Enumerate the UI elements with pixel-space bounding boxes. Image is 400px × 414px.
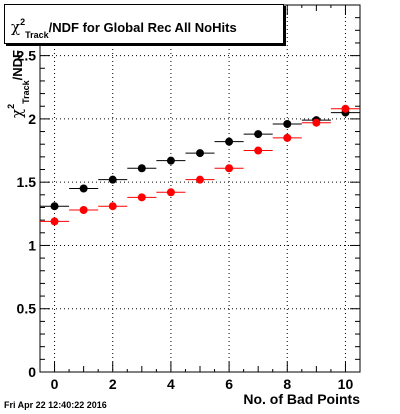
y-tick-label: 1.5	[17, 174, 37, 190]
data-point	[108, 175, 117, 184]
title-sup: 2	[20, 16, 26, 27]
y-tick-label: 2	[28, 111, 36, 127]
data-point	[254, 146, 263, 155]
y-tick-label: 0	[28, 364, 36, 380]
data-point	[341, 104, 350, 113]
data-point	[196, 175, 204, 184]
data-point	[137, 164, 146, 173]
y-tick-label: 0.5	[17, 301, 37, 317]
title-box: χ2 Track/NDF for Global Rec All NoHits	[4, 4, 284, 44]
series-0	[40, 108, 360, 211]
y-tick-label: 1	[28, 237, 36, 253]
x-axis: 0 2 4 6 8 10	[51, 5, 354, 392]
chart-title: χ2 Track/NDF for Global Rec All NoHits	[11, 16, 237, 40]
data-point	[254, 130, 263, 139]
ylabel-sup: 2	[5, 103, 16, 109]
data-point	[50, 202, 59, 211]
title-rest: /NDF for Global Rec All NoHits	[48, 20, 237, 35]
data-point	[137, 193, 146, 202]
title-chi: χ	[11, 18, 21, 36]
x-tick-label: 0	[51, 376, 59, 392]
y-axis: 0 0.5 1 1.5 2 2.5	[17, 17, 360, 380]
data-point	[166, 156, 175, 165]
title-sub: Track	[25, 29, 49, 40]
x-tick-label: 2	[109, 376, 117, 392]
data-point	[283, 119, 292, 128]
data-point	[50, 217, 59, 226]
x-tick-label: 8	[283, 376, 291, 392]
data-point	[283, 133, 292, 142]
data-point	[225, 164, 234, 173]
data-point	[79, 206, 88, 215]
x-tick-label: 4	[167, 376, 175, 392]
data-point	[166, 188, 175, 197]
data-point	[108, 202, 117, 211]
x-tick-label: 6	[225, 376, 233, 392]
y-tick-label: 2.5	[17, 48, 37, 64]
data-point	[225, 137, 234, 146]
series-1	[40, 104, 360, 226]
data-point	[312, 118, 321, 127]
data-series	[40, 104, 360, 226]
x-tick-label: 10	[338, 376, 354, 392]
ylabel-sub: Track	[20, 80, 31, 104]
data-point	[79, 184, 88, 193]
timestamp: Fri Apr 22 12:40:22 2016	[4, 400, 107, 410]
ylabel-chi: χ	[8, 108, 26, 118]
data-point	[196, 149, 204, 158]
ylabel-rest: /NDF	[10, 50, 25, 81]
y-axis-label: χ2 Track/NDF	[5, 50, 31, 118]
x-axis-label: No. of Bad Points	[243, 391, 360, 407]
